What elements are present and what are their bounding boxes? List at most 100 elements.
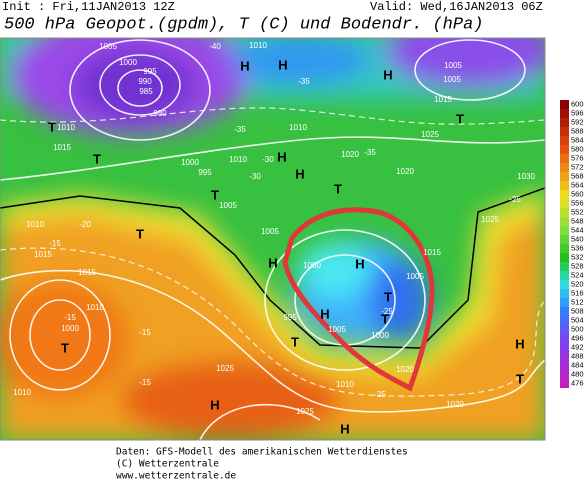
colorbar-tick-label: 572	[571, 162, 584, 171]
colorbar-swatch	[560, 226, 569, 235]
colorbar-tick-label: 592	[571, 117, 584, 126]
colorbar-tick-label: 496	[571, 333, 584, 342]
colorbar-tick-label: 556	[571, 198, 584, 207]
colorbar-swatch	[560, 145, 569, 154]
colorbar-tick-label: 536	[571, 243, 584, 252]
pressure-center-label: T	[48, 119, 56, 134]
contour-label: 1015	[78, 268, 96, 277]
contour-label: 1010	[86, 303, 104, 312]
contour-label: -35	[298, 77, 310, 86]
colorbar-tick-label: 584	[571, 135, 584, 144]
pressure-center-label: T	[516, 371, 524, 386]
pressure-center-label: T	[384, 289, 392, 304]
contour-label: 995	[283, 313, 297, 322]
colorbar-swatch	[560, 253, 569, 262]
colorbar-swatch	[560, 208, 569, 217]
colorbar-swatch	[560, 127, 569, 136]
contour-label: 1015	[434, 95, 452, 104]
pressure-center-label: T	[61, 340, 69, 355]
colorbar-tick-label: 576	[571, 153, 584, 162]
colorbar-tick-label: 560	[571, 189, 584, 198]
colorbar-swatch	[560, 271, 569, 280]
colorbar-swatch	[560, 118, 569, 127]
colorbar-tick-label: 508	[571, 306, 584, 315]
colorbar-swatch	[560, 190, 569, 199]
contour-label: 1015	[423, 248, 441, 257]
colorbar-tick-label: 588	[571, 126, 584, 135]
isobars	[0, 39, 545, 440]
footer-line: (C) Wetterzentrale	[116, 459, 219, 470]
colorbar-swatch	[560, 370, 569, 379]
init-time: Init : Fri,11JAN2013 12Z	[2, 0, 175, 14]
pressure-center-label: H	[295, 166, 304, 181]
colorbar-tick-label: 512	[571, 297, 584, 306]
colorbar-tick-label: 580	[571, 144, 584, 153]
pressure-center-label: T	[456, 111, 464, 126]
contour-label: -25	[374, 390, 386, 399]
colorbar-swatch	[560, 244, 569, 253]
contour-label: 1005	[443, 75, 461, 84]
pressure-center-label: T	[291, 334, 299, 349]
colorbar-tick-label: 596	[571, 108, 584, 117]
contour-label: 1025	[481, 215, 499, 224]
highlight-outline	[282, 207, 435, 392]
colorbar-tick-label: 500	[571, 324, 584, 333]
colorbar-tick-label: 568	[571, 171, 584, 180]
contour-label: -15	[139, 378, 151, 387]
colorbar-tick-label: 516	[571, 288, 584, 297]
contour-label: 990	[138, 77, 152, 86]
contour-label: 1000	[303, 261, 321, 270]
contour-label: 1015	[34, 250, 52, 259]
contour-label: -15	[139, 328, 151, 337]
pressure-center-label: H	[277, 149, 286, 164]
pressure-center-label: H	[355, 256, 364, 271]
footer-line: Daten: GFS-Modell des amerikanischen Wet…	[116, 447, 408, 458]
contour-label: 1025	[216, 364, 234, 373]
colorbar-tick-label: 504	[571, 315, 584, 324]
isotherms	[0, 107, 545, 397]
pressure-center-label: H	[383, 67, 392, 82]
pressure-center-label: T	[93, 151, 101, 166]
contour-label: -15	[64, 313, 76, 322]
contour-label: 1025	[296, 407, 314, 416]
contour-label: -30	[249, 172, 261, 181]
map-title: 500 hPa Geopot.(gpdm), T (C) und Bodendr…	[4, 15, 483, 34]
contour-label: -30	[262, 155, 274, 164]
colorbar-swatch	[560, 172, 569, 181]
colorbar-swatch	[560, 181, 569, 190]
contour-label: 1010	[336, 380, 354, 389]
contour-label: 1020	[396, 167, 414, 176]
pressure-center-label: T	[136, 226, 144, 241]
colorbar-swatch	[560, 352, 569, 361]
colorbar-swatch	[560, 325, 569, 334]
contour-label: 1010	[249, 41, 267, 50]
pressure-center-label: H	[210, 397, 219, 412]
colorbar-tick-label: 520	[571, 279, 584, 288]
colorbar-swatch	[560, 100, 569, 109]
pressure-center-label: T	[334, 181, 342, 196]
colorbar-swatch	[560, 109, 569, 118]
colorbar-swatch	[560, 262, 569, 271]
colorbar-tick-label: 552	[571, 207, 584, 216]
contour-label: 1025	[421, 130, 439, 139]
colorbar-tick-label: 524	[571, 270, 584, 279]
contour-label: 985	[139, 87, 153, 96]
contour-label: 1030	[517, 172, 535, 181]
colorbar-swatch	[560, 154, 569, 163]
colorbar-tick-label: 564	[571, 180, 584, 189]
colorbar-tick-label: 544	[571, 225, 584, 234]
pressure-center-label: T	[211, 187, 219, 202]
colorbar-swatch	[560, 361, 569, 370]
footer-line: www.wetterzentrale.de	[116, 471, 236, 480]
colorbar-swatch	[560, 199, 569, 208]
contour-label: 1010	[289, 123, 307, 132]
colorbar-swatch	[560, 235, 569, 244]
colorbar-swatch	[560, 298, 569, 307]
pressure-center-label: H	[278, 57, 287, 72]
colorbar: 6005965925885845805765725685645605565525…	[560, 99, 584, 388]
colorbar-swatch	[560, 343, 569, 352]
